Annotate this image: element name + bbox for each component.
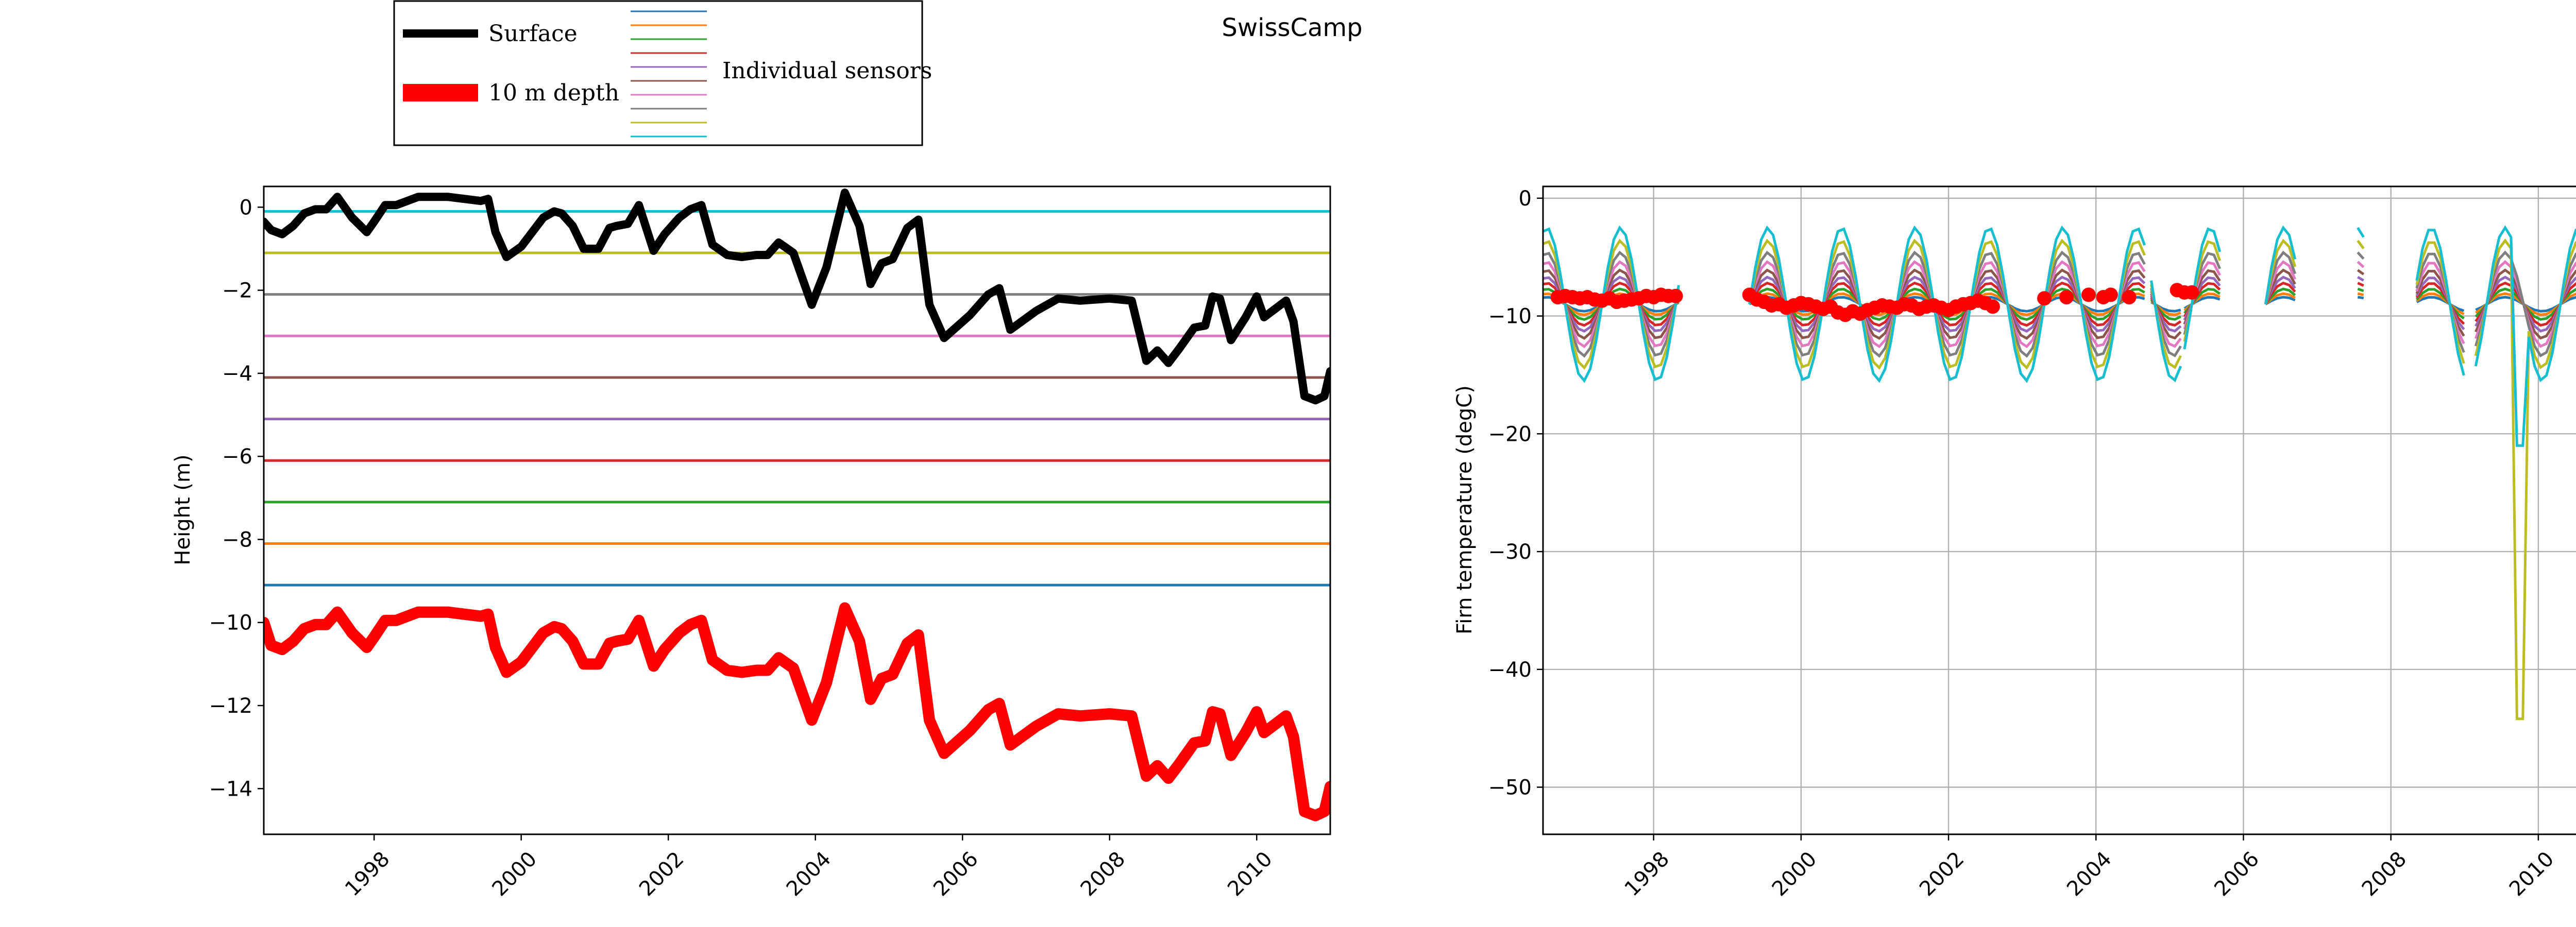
sensor-temperature-line <box>2357 287 2364 293</box>
depth-10m-temperature-point <box>1985 299 2000 314</box>
y-tick-label: −2 <box>222 279 252 303</box>
sensor-temperature-line <box>1543 225 1680 383</box>
sensor-temperature-line <box>2475 292 2576 316</box>
depth-10m-temperature-point <box>2103 287 2118 302</box>
legend: Surface 10 m depth Individual sensors <box>393 0 932 146</box>
x-tick-label: 1998 <box>1620 847 1674 901</box>
legend-label-individual-sensors: Individual sensors <box>722 58 932 84</box>
sensor-temperature-line <box>2357 261 2365 268</box>
x-tick-label: 2006 <box>929 847 983 901</box>
sensor-temperature-line <box>2150 280 2182 383</box>
sensor-temperature-line <box>2415 229 2465 376</box>
x-tick-label: 2008 <box>1076 847 1130 901</box>
y-tick-label: 0 <box>240 196 252 219</box>
sensor-temperature-line <box>2264 225 2297 305</box>
temperature-plot: 1998 2000 2002 2004 2006 2008 2010 0 −10 −20 −30 −4… <box>1488 185 2576 901</box>
depth-10m-temperature-point <box>2081 287 2096 302</box>
plot-frame <box>263 185 1331 835</box>
x-tick-label: 1998 <box>341 847 395 901</box>
y-tick-label: −50 <box>1488 776 1532 800</box>
y-tick-label: −12 <box>209 694 252 718</box>
sensor-temperature-line <box>2357 296 2364 300</box>
x-tick-label: 2000 <box>1768 847 1822 901</box>
x-tick-label: 2008 <box>2358 847 2412 901</box>
sensor-temperature-line <box>2475 276 2576 333</box>
depth-10m-temperature-point <box>2122 290 2137 305</box>
depth-10m-series-line <box>264 602 1330 821</box>
plot-area <box>1543 225 2576 720</box>
legend-label-surface: Surface <box>488 21 578 47</box>
sensor-temperature-line <box>2357 239 2365 249</box>
y-tick-label: −30 <box>1488 540 1532 564</box>
temperature-plot-ylabel: Firn temperature (degC) <box>1453 385 1477 634</box>
y-tick-label: −14 <box>209 777 252 801</box>
sensor-temperature-line <box>2357 269 2365 276</box>
sensor-temperature-line <box>2475 296 2576 313</box>
sensor-temperature-line <box>2357 282 2364 287</box>
height-plot: 1998 2000 2002 2004 2006 2008 2010 0 −2 −4 −6 −8 −10… <box>209 185 1331 901</box>
sensor-temperature-line <box>2475 287 2576 321</box>
sensor-temperature-line <box>2183 227 2222 350</box>
sensor-temperature-line <box>2416 293 2465 316</box>
sensor-temperature-line <box>2474 260 2576 348</box>
y-tick-label: −8 <box>222 528 252 552</box>
depth-10m-temperature-point <box>2184 285 2199 300</box>
sensor-temperature-line <box>2475 268 2576 340</box>
x-tick-label: 2002 <box>635 847 689 901</box>
height-plot-ylabel: Height (m) <box>171 454 195 565</box>
plot-area <box>264 188 1330 821</box>
depth-10m-temperature-point <box>2059 290 2074 305</box>
x-tick-label: 2010 <box>2505 847 2559 901</box>
sensor-temperature-line <box>2415 288 2465 320</box>
sensor-temperature-line <box>1748 225 2146 383</box>
sensor-temperature-line <box>2474 238 2576 720</box>
depth-10m-temperature-point <box>1668 288 1683 303</box>
sensor-temperature-line <box>2474 250 2576 357</box>
sensor-temperature-line <box>2357 251 2365 260</box>
figure-title: SwissCamp <box>1222 13 1362 42</box>
x-tick-label: 2004 <box>782 847 836 901</box>
sensor-temperature-line <box>2475 281 2576 327</box>
legend-label-10m-depth: 10 m depth <box>488 80 619 106</box>
plot-frame <box>1542 185 2576 835</box>
y-tick-label: −20 <box>1488 422 1532 446</box>
y-tick-label: −6 <box>222 445 252 469</box>
x-tick-label: 2002 <box>1915 847 1969 901</box>
y-tick-label: −10 <box>1488 305 1532 329</box>
sensor-temperature-line <box>2474 225 2576 447</box>
y-tick-label: −40 <box>1488 658 1532 682</box>
sensor-temperature-line <box>2357 292 2364 297</box>
x-tick-label: 2010 <box>1223 847 1277 901</box>
x-tick-label: 2004 <box>2062 847 2116 901</box>
legend-swatch-individual-sensors <box>631 10 707 138</box>
y-tick-label: 0 <box>1519 187 1532 211</box>
sensor-temperature-line <box>2357 276 2364 282</box>
sensor-temperature-line <box>2357 227 2365 238</box>
y-tick-label: −10 <box>209 611 252 635</box>
y-tick-label: −4 <box>222 362 252 386</box>
depth-10m-temperature-point <box>2037 291 2052 306</box>
x-tick-label: 2000 <box>488 847 542 901</box>
x-tick-label: 2006 <box>2210 847 2264 901</box>
surface-series-line <box>264 188 1330 405</box>
sensor-temperature-line <box>2416 296 2465 312</box>
